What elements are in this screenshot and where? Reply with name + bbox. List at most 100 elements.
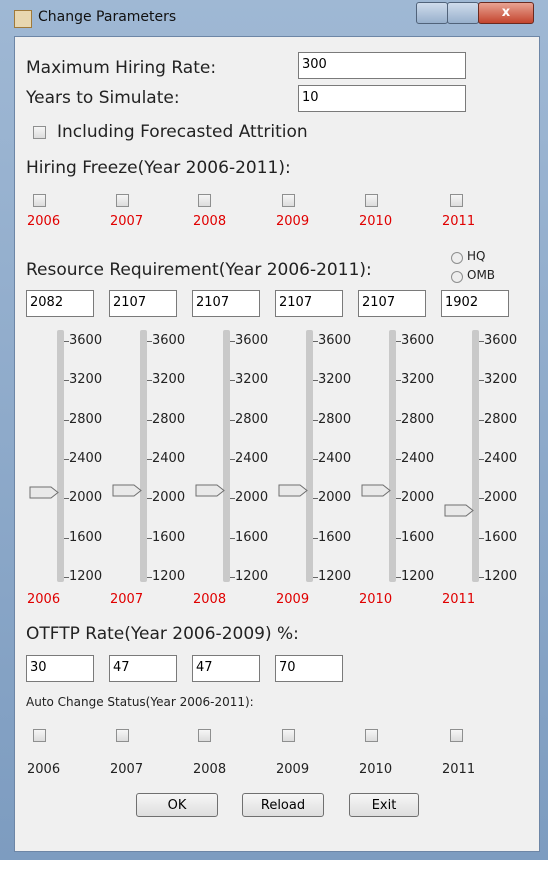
section-title: OTFTP Rate(Year 2006-2009) %: [26, 624, 299, 644]
slider-tick [230, 419, 235, 421]
slider-tick-label: 2800 [235, 411, 269, 427]
java-icon [14, 10, 32, 28]
checkbox[interactable] [116, 194, 129, 207]
radio-button[interactable] [451, 271, 463, 283]
slider-tick [64, 537, 69, 539]
slider-tick [147, 577, 152, 578]
slider-tick [64, 459, 69, 460]
slider-thumb[interactable] [112, 482, 142, 501]
section-title: Hiring Freeze(Year 2006-2011): [26, 158, 291, 178]
close-button[interactable]: x [478, 2, 534, 24]
slider-tick [396, 380, 401, 382]
slider-tick-label: 2000 [69, 490, 103, 506]
slider-thumb[interactable] [29, 484, 59, 503]
text-input[interactable]: 10 [298, 85, 466, 112]
checkbox[interactable] [33, 126, 46, 139]
checkbox[interactable] [33, 729, 46, 742]
year-label: 2009 [276, 214, 310, 229]
slider-tick-label: 2800 [69, 411, 103, 427]
text-input[interactable]: 2107 [275, 290, 343, 317]
checkbox[interactable] [33, 194, 46, 207]
radio-button[interactable] [451, 252, 463, 264]
slider-thumb[interactable] [444, 502, 474, 521]
thumb-shape [29, 486, 59, 499]
text-input[interactable]: 2107 [192, 290, 260, 317]
button[interactable]: OK [136, 793, 218, 817]
slider-tick [396, 341, 401, 342]
text-input[interactable]: 30 [26, 655, 94, 682]
slider-track[interactable] [140, 330, 147, 582]
slider-track[interactable] [389, 330, 396, 582]
slider-tick [230, 341, 235, 342]
slider-track[interactable] [472, 330, 479, 582]
slider-tick-label: 3200 [235, 372, 269, 388]
slider-tick [64, 577, 69, 578]
year-label: 2010 [359, 592, 393, 607]
slider-tick-label: 2000 [235, 490, 269, 506]
text-input[interactable]: 70 [275, 655, 343, 682]
slider-tick [230, 498, 235, 500]
slider-track[interactable] [223, 330, 230, 582]
slider-track[interactable] [57, 330, 64, 582]
text-input[interactable]: 2107 [109, 290, 177, 317]
slider-tick-label: 2000 [401, 490, 435, 506]
slider-thumb[interactable] [278, 482, 308, 501]
slider-tick-label: 3600 [401, 333, 435, 348]
slider-tick-label: 2800 [152, 411, 186, 427]
checkbox[interactable] [116, 729, 129, 742]
year-label: 2006 [27, 592, 61, 607]
slider-tick-label: 2800 [318, 411, 352, 427]
year-label: 2010 [359, 762, 393, 777]
slider-tick-label: 1600 [235, 529, 269, 545]
slider-tick [147, 498, 152, 500]
slider-tick [479, 380, 484, 382]
button[interactable]: Reload [242, 793, 324, 817]
maximize-button[interactable] [447, 2, 479, 24]
slider-thumb[interactable] [195, 482, 225, 501]
year-label: 2011 [442, 592, 476, 607]
checkbox[interactable] [450, 194, 463, 207]
slider-tick [64, 341, 69, 342]
text-input[interactable]: 2107 [358, 290, 426, 317]
checkbox[interactable] [282, 729, 295, 742]
checkbox[interactable] [198, 729, 211, 742]
text-input[interactable]: 2082 [26, 290, 94, 317]
slider-tick [147, 459, 152, 460]
slider-tick [230, 577, 235, 578]
checkbox[interactable] [365, 729, 378, 742]
slider-tick-label: 1600 [318, 529, 352, 545]
checkbox[interactable] [365, 194, 378, 207]
text-input[interactable]: 47 [192, 655, 260, 682]
slider-tick [313, 537, 318, 539]
year-label: 2007 [110, 762, 144, 777]
slider-tick-label: 2400 [235, 451, 269, 466]
slider-tick [479, 577, 484, 578]
section-title: Auto Change Status(Year 2006-2011): [26, 695, 254, 709]
text-input[interactable]: 47 [109, 655, 177, 682]
slider-thumb[interactable] [361, 482, 391, 501]
year-label: 2007 [110, 214, 144, 229]
text-input[interactable]: 1902 [441, 290, 509, 317]
checkbox[interactable] [450, 729, 463, 742]
checkbox[interactable] [282, 194, 295, 207]
text-input[interactable]: 300 [298, 52, 466, 79]
slider-track[interactable] [306, 330, 313, 582]
button[interactable]: Exit [349, 793, 419, 817]
slider-tick-label: 1200 [152, 569, 186, 584]
year-label: 2008 [193, 214, 227, 229]
slider-tick-label: 2800 [401, 411, 435, 427]
radio-label: OMB [467, 268, 496, 282]
slider-tick-label: 2400 [318, 451, 352, 466]
slider-tick [147, 419, 152, 421]
slider-tick [147, 537, 152, 539]
year-label: 2011 [442, 762, 476, 777]
slider-tick-label: 2400 [484, 451, 518, 466]
year-label: 2007 [110, 592, 144, 607]
minimize-button[interactable] [416, 2, 448, 24]
slider-tick [313, 459, 318, 460]
slider-tick-label: 1600 [401, 529, 435, 545]
slider-tick [313, 419, 318, 421]
checkbox[interactable] [198, 194, 211, 207]
slider-tick-label: 3600 [69, 333, 103, 348]
